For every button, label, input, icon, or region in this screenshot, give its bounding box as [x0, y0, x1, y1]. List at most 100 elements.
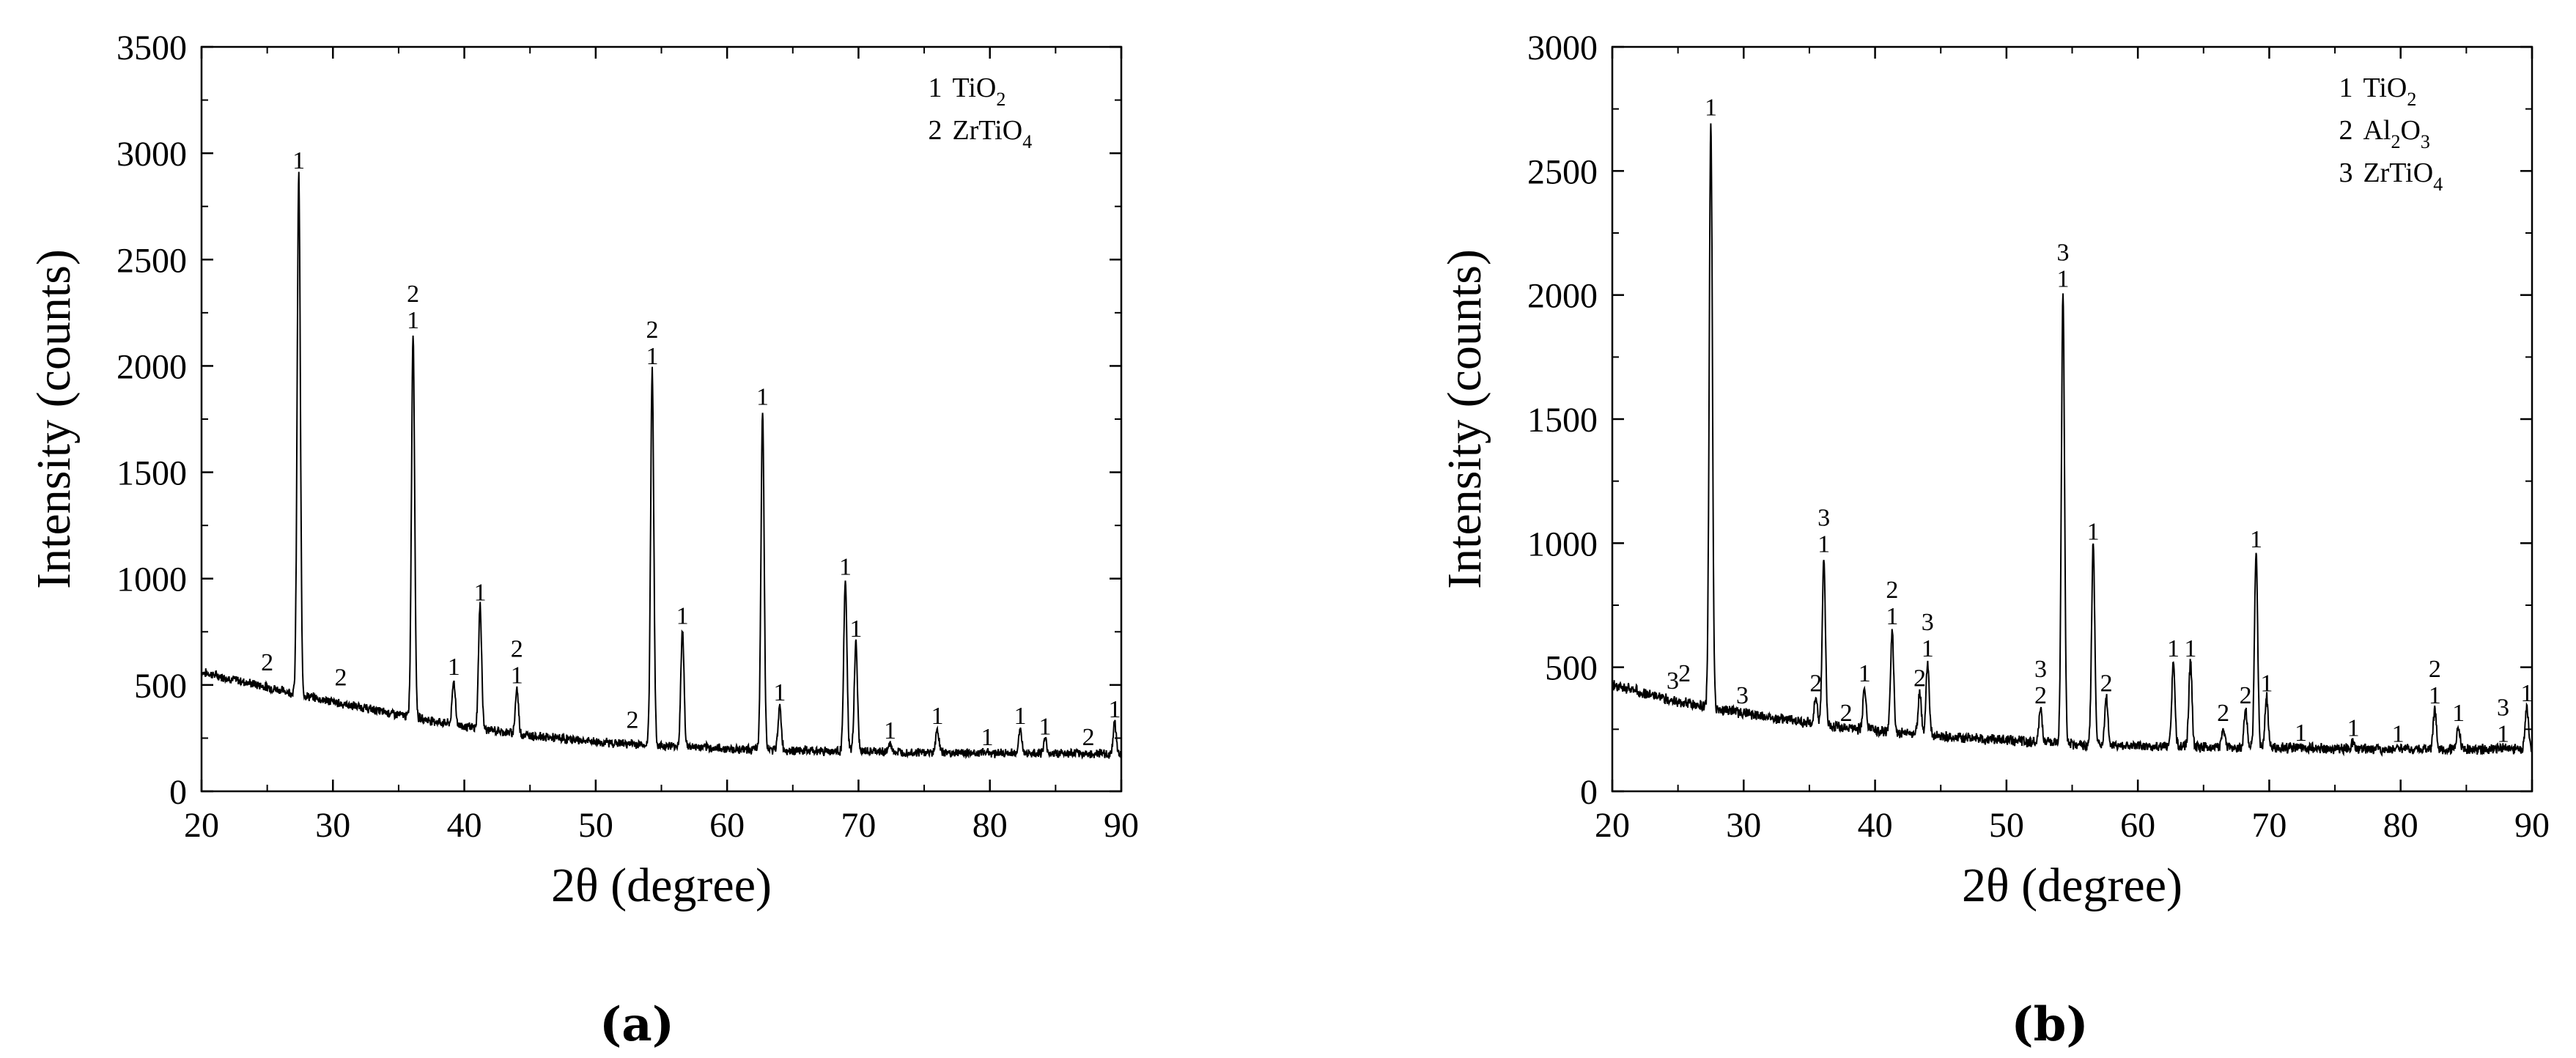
- x-tick-label: 50: [1989, 806, 2024, 845]
- x-tick-label: 90: [2514, 806, 2550, 845]
- peak-label: 2: [2429, 656, 2441, 683]
- peak-label: 2: [2217, 700, 2229, 727]
- legend-formula: TiO: [2363, 73, 2407, 103]
- peak-label: 1: [2184, 635, 2196, 662]
- y-tick-label: 1500: [117, 454, 187, 493]
- panel-b-chart: 20 30 40 50 60 70 80 90 0 500 1000 1500 2000 2500 3000…: [1438, 29, 2550, 912]
- peak-label: 1: [1014, 703, 1026, 730]
- peak-label: 1: [2295, 719, 2307, 747]
- y-tick-label: 3500: [117, 29, 187, 67]
- y-tick-label: 500: [1545, 649, 1598, 688]
- annotation-label: 2: [335, 665, 347, 692]
- legend-formula: Al: [2363, 115, 2391, 146]
- peak-label: 1: [849, 615, 862, 643]
- peak-label: 1: [981, 724, 994, 751]
- peak-label: 2: [1809, 670, 1822, 697]
- legend-subscript: 2: [996, 89, 1005, 110]
- y-tick-label: 3000: [117, 135, 187, 174]
- legend-number: 3: [2339, 158, 2352, 188]
- annotation-label: 2: [1082, 724, 1095, 751]
- annotation-label: 3: [1667, 667, 1679, 695]
- x-tick-label: 50: [578, 806, 613, 845]
- peak-label: 2: [646, 317, 658, 344]
- x-axis-title: 2θ (degree): [1962, 859, 2182, 912]
- panel-a-chart: 20 30 40 50 60 70 80 90 0 500 1000 1500 2000 2500 3000…: [27, 29, 1139, 912]
- x-tick-label: 70: [2251, 806, 2287, 845]
- peak-label: 1: [2520, 680, 2533, 707]
- legend-subscript: 3: [2421, 131, 2430, 152]
- x-tick-label: 40: [1858, 806, 1893, 845]
- peak-label: 1: [1817, 531, 1830, 558]
- peak-label: 2: [511, 636, 523, 663]
- peak-label: 1: [646, 343, 658, 370]
- legend-formula: ZrTiO: [952, 115, 1022, 146]
- legend-formula-part: O: [2400, 115, 2420, 146]
- peak-label: 3: [1817, 505, 1830, 532]
- x-tick-label: 60: [2120, 806, 2155, 845]
- annotation-label: 2: [627, 707, 639, 734]
- peak-label: 3: [2034, 656, 2047, 683]
- x-tick-label: 30: [315, 806, 350, 845]
- legend-entry: 2 Al2O3: [2339, 115, 2429, 152]
- legend-entry: 1 TiO2: [2339, 73, 2416, 110]
- peak-label: 2: [1886, 577, 1898, 604]
- y-tick-label: 2000: [1527, 277, 1598, 316]
- x-tick-label: 90: [1104, 806, 1139, 845]
- peak-label: 1: [773, 679, 786, 706]
- annotation-label: 2: [1678, 660, 1691, 687]
- legend-subscript: 4: [1022, 131, 1032, 152]
- y-tick-label: 2500: [1527, 152, 1598, 191]
- peak-label: 1: [2087, 519, 2100, 546]
- xrd-pattern-line: [201, 171, 1122, 760]
- peak-label: 1: [2260, 670, 2273, 697]
- y-tick-label: 1500: [1527, 401, 1598, 440]
- x-tick-label: 80: [973, 806, 1008, 845]
- peak-label: 1: [407, 307, 419, 334]
- y-tick-label: 1000: [117, 561, 187, 599]
- y-tick-label: 500: [134, 667, 187, 706]
- y-tick-label: 1000: [1527, 525, 1598, 563]
- x-axis-title: 2θ (degree): [551, 859, 772, 912]
- peak-label: 1: [1922, 635, 1934, 662]
- legend-number: 2: [2339, 115, 2352, 146]
- annotation-label: 3: [1736, 682, 1749, 709]
- peak-label: 1: [1886, 603, 1898, 630]
- legend-subscript: 2: [2407, 89, 2416, 110]
- peak-label: 1: [2429, 682, 2441, 709]
- peak-label: 1: [448, 654, 460, 681]
- y-tick-label: 0: [169, 773, 187, 812]
- peak-label: 1: [2250, 526, 2262, 553]
- peak-label: 1: [1705, 95, 1717, 122]
- x-tick-label: 60: [709, 806, 745, 845]
- peak-label: 3: [1922, 609, 1934, 636]
- peak-label: 1: [931, 703, 944, 730]
- peak-label: 1: [2497, 721, 2509, 748]
- peak-label: 1: [1039, 713, 1052, 740]
- y-tick-label: 2500: [117, 241, 187, 280]
- peak-label: 3: [2056, 239, 2069, 266]
- peak-label: 1: [474, 579, 487, 606]
- peak-label: 1: [2167, 635, 2180, 662]
- x-tick-label: 70: [841, 806, 876, 845]
- peak-label: 2: [2034, 682, 2047, 709]
- x-tick-label: 80: [2383, 806, 2418, 845]
- peak-label: 1: [2056, 265, 2069, 292]
- legend-number: 2: [928, 115, 942, 146]
- legend-number: 1: [2339, 73, 2352, 103]
- peak-label: 1: [511, 662, 523, 689]
- legend-entry: 2 ZrTiO4: [928, 115, 1032, 152]
- peak-label: 2: [407, 281, 419, 308]
- x-tick-label: 20: [184, 806, 219, 845]
- peak-label: 1: [756, 383, 769, 410]
- peak-label: 1: [884, 717, 896, 744]
- panel-b-label: (b): [2011, 997, 2088, 1052]
- peak-label: 1: [292, 147, 305, 174]
- peak-label: 2: [1913, 665, 1926, 692]
- y-tick-label: 0: [1580, 773, 1598, 812]
- xrd-pattern-line: [1612, 123, 2533, 758]
- y-tick-label: 2000: [117, 347, 187, 386]
- legend-formula: TiO: [952, 73, 996, 103]
- peak-label: 1: [839, 554, 852, 581]
- peak-label: 1: [2392, 721, 2405, 748]
